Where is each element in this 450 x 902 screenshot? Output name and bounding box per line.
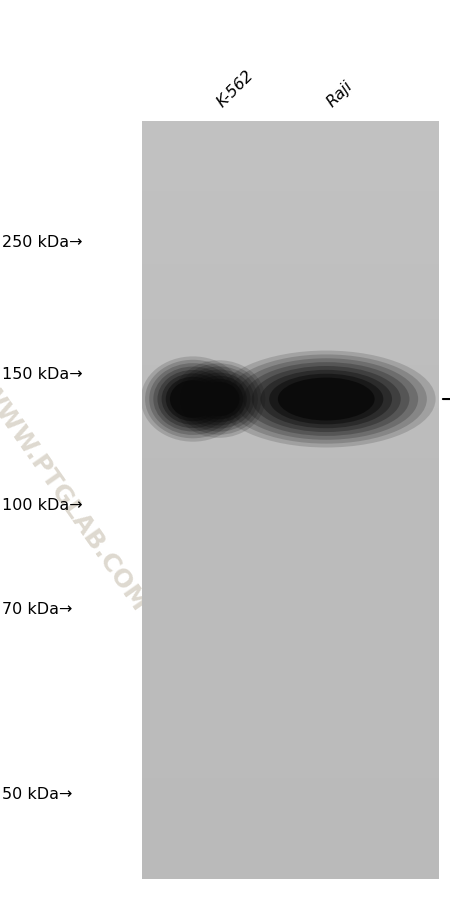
Text: 50 kDa→: 50 kDa→	[2, 787, 72, 801]
Ellipse shape	[217, 351, 436, 448]
Ellipse shape	[176, 364, 261, 436]
Ellipse shape	[261, 371, 392, 428]
Text: 250 kDa→: 250 kDa→	[2, 235, 83, 249]
Text: K-562: K-562	[214, 68, 256, 110]
Ellipse shape	[225, 355, 427, 444]
Ellipse shape	[269, 374, 383, 425]
Ellipse shape	[149, 364, 237, 436]
Ellipse shape	[153, 367, 233, 432]
Ellipse shape	[145, 361, 241, 438]
Ellipse shape	[162, 374, 224, 425]
Text: 150 kDa→: 150 kDa→	[2, 367, 83, 382]
Ellipse shape	[188, 373, 251, 426]
Ellipse shape	[234, 359, 418, 440]
Ellipse shape	[170, 381, 216, 419]
Ellipse shape	[141, 357, 245, 442]
Ellipse shape	[166, 377, 220, 422]
Ellipse shape	[180, 367, 258, 432]
Ellipse shape	[243, 363, 410, 437]
Ellipse shape	[252, 366, 401, 433]
Text: Raji: Raji	[324, 78, 356, 110]
Bar	[142, 0, 439, 122]
Ellipse shape	[278, 378, 374, 421]
Ellipse shape	[158, 371, 228, 428]
Ellipse shape	[173, 361, 265, 438]
Ellipse shape	[184, 370, 254, 429]
Bar	[0, 0, 142, 902]
Ellipse shape	[195, 380, 243, 419]
Bar	[439, 0, 450, 902]
Ellipse shape	[191, 376, 247, 423]
Ellipse shape	[198, 382, 239, 417]
Text: WWW.PTGLAB.COM: WWW.PTGLAB.COM	[0, 377, 152, 615]
Text: 70 kDa→: 70 kDa→	[2, 602, 72, 616]
Text: 100 kDa→: 100 kDa→	[2, 498, 83, 512]
